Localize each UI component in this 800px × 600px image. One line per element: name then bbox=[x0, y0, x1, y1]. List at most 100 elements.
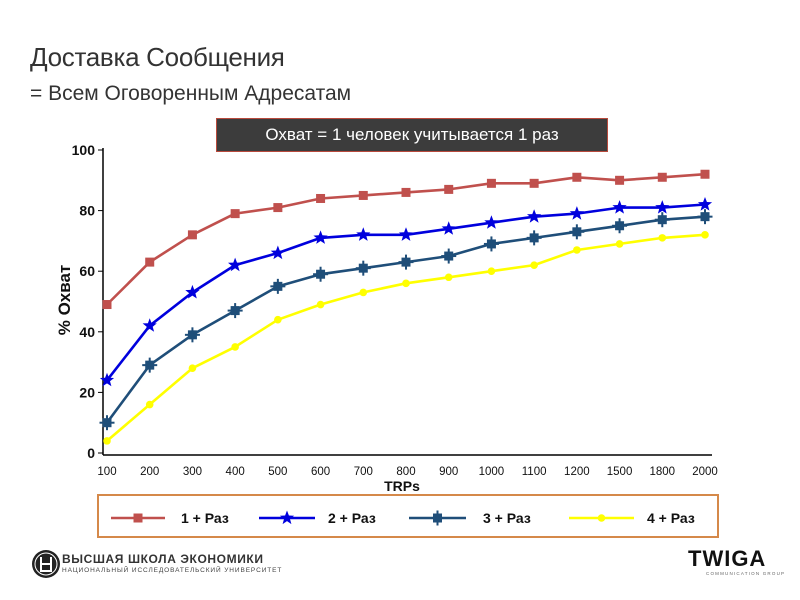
y-tick-label: 80 bbox=[79, 203, 95, 219]
data-point-s2 bbox=[441, 221, 456, 235]
x-tick-label: 800 bbox=[396, 466, 415, 478]
data-point-s1 bbox=[401, 187, 411, 197]
data-point-s1 bbox=[145, 257, 155, 267]
x-tick-label: 2000 bbox=[692, 466, 718, 478]
data-point-s1 bbox=[358, 190, 368, 200]
hse-name: ВЫСШАЯ ШКОЛА ЭКОНОМИКИ bbox=[62, 552, 264, 566]
data-point-s3 bbox=[99, 415, 115, 431]
data-point-s4 bbox=[188, 364, 197, 372]
data-point-s4 bbox=[103, 437, 111, 445]
x-tick-label: 1500 bbox=[607, 466, 633, 478]
y-axis-label: % Охват bbox=[55, 265, 74, 336]
legend-marker-1 bbox=[133, 513, 143, 523]
data-point-s2 bbox=[99, 372, 115, 387]
data-point-s4 bbox=[573, 246, 581, 254]
slide-subtitle: = Всем Оговоренным Адресатам bbox=[30, 82, 352, 105]
data-point-s3 bbox=[270, 278, 286, 294]
data-point-s1 bbox=[273, 203, 283, 213]
x-tick-label: 200 bbox=[140, 466, 159, 478]
data-point-s2 bbox=[655, 200, 670, 214]
data-point-s1 bbox=[486, 178, 496, 188]
x-tick-label: 600 bbox=[311, 466, 330, 478]
data-point-s1 bbox=[444, 184, 454, 194]
data-point-s4 bbox=[701, 231, 709, 239]
twiga-logo: TWIGA bbox=[688, 546, 767, 571]
x-tick-label: 100 bbox=[97, 466, 116, 478]
data-point-s3 bbox=[569, 224, 585, 240]
y-tick-label: 40 bbox=[79, 324, 95, 340]
data-point-s3 bbox=[184, 327, 200, 343]
legend-label-2: 2 + Раз bbox=[328, 510, 376, 526]
data-point-s1 bbox=[102, 300, 112, 310]
data-point-s3 bbox=[526, 230, 542, 246]
data-point-s2 bbox=[228, 257, 243, 272]
data-point-s1 bbox=[529, 178, 539, 188]
twiga-logo-sub: COMMUNICATION GROUP bbox=[706, 571, 786, 576]
data-point-s3 bbox=[227, 303, 243, 319]
data-point-s4 bbox=[444, 273, 453, 282]
reach-definition-banner: Охват = 1 человек учитывается 1 раз bbox=[216, 118, 608, 152]
hse-emblem-icon bbox=[32, 550, 60, 578]
data-point-s1 bbox=[700, 169, 710, 179]
slide-title: Доставка Сообщения bbox=[30, 42, 285, 72]
legend-label-1: 1 + Раз bbox=[181, 510, 229, 526]
data-point-s4 bbox=[359, 288, 368, 297]
data-point-s2 bbox=[185, 284, 200, 299]
y-tick-label: 60 bbox=[79, 263, 95, 279]
legend-label-4: 4 + Раз bbox=[647, 510, 695, 526]
data-point-s2 bbox=[142, 318, 157, 332]
data-point-s4 bbox=[274, 315, 282, 324]
y-tick-label: 0 bbox=[87, 445, 95, 461]
data-point-s1 bbox=[615, 175, 625, 185]
data-point-s1 bbox=[657, 172, 667, 182]
series-line-3 bbox=[105, 215, 706, 424]
data-point-s3 bbox=[654, 212, 670, 228]
data-point-s4 bbox=[615, 240, 624, 248]
legend-label-3: 3 + Раз bbox=[483, 510, 531, 526]
x-tick-label: 1000 bbox=[479, 466, 505, 478]
legend-marker-2 bbox=[279, 510, 295, 525]
data-point-s1 bbox=[572, 172, 582, 182]
data-point-s3 bbox=[483, 236, 499, 252]
data-point-s4 bbox=[231, 343, 239, 351]
data-point-s2 bbox=[313, 230, 328, 244]
data-point-s2 bbox=[398, 227, 414, 241]
legend-marker-3 bbox=[430, 510, 445, 526]
data-point-s4 bbox=[145, 400, 154, 409]
data-point-s4 bbox=[658, 234, 667, 242]
x-tick-label: 700 bbox=[354, 466, 373, 478]
data-point-s2 bbox=[697, 197, 713, 211]
data-point-s3 bbox=[142, 357, 158, 373]
data-point-s3 bbox=[612, 218, 628, 234]
data-point-s2 bbox=[356, 227, 371, 241]
data-point-s2 bbox=[484, 215, 499, 229]
x-tick-label: 1800 bbox=[649, 466, 675, 478]
legend-marker-4 bbox=[597, 514, 606, 522]
x-tick-label: 300 bbox=[183, 466, 202, 478]
data-point-s4 bbox=[316, 300, 325, 309]
data-point-s1 bbox=[187, 230, 197, 240]
x-tick-label: 900 bbox=[439, 466, 458, 478]
data-point-s2 bbox=[612, 200, 627, 214]
data-point-s3 bbox=[355, 260, 371, 276]
data-point-s2 bbox=[569, 206, 584, 220]
hse-tagline: НАЦИОНАЛЬНЫЙ ИССЛЕДОВАТЕЛЬСКИЙ УНИВЕРСИТ… bbox=[62, 567, 283, 574]
data-point-s1 bbox=[316, 193, 326, 203]
x-tick-label: 500 bbox=[268, 466, 287, 478]
x-tick-label: 1100 bbox=[522, 466, 547, 478]
x-tick-label: 400 bbox=[226, 466, 245, 478]
x-tick-label: 1200 bbox=[564, 466, 590, 478]
chart-legend: 1 + Раз 2 + Раз 3 + Раз 4 + Раз bbox=[97, 494, 719, 538]
data-point-s3 bbox=[697, 209, 713, 225]
data-point-s3 bbox=[441, 248, 457, 264]
data-point-s4 bbox=[402, 279, 410, 288]
y-tick-label: 100 bbox=[72, 142, 96, 158]
data-point-s2 bbox=[270, 245, 285, 260]
data-point-s1 bbox=[230, 209, 240, 219]
y-tick-label: 20 bbox=[79, 384, 95, 400]
data-point-s4 bbox=[487, 267, 496, 276]
data-point-s3 bbox=[313, 266, 329, 282]
data-point-s4 bbox=[530, 261, 538, 269]
data-point-s3 bbox=[398, 254, 414, 270]
